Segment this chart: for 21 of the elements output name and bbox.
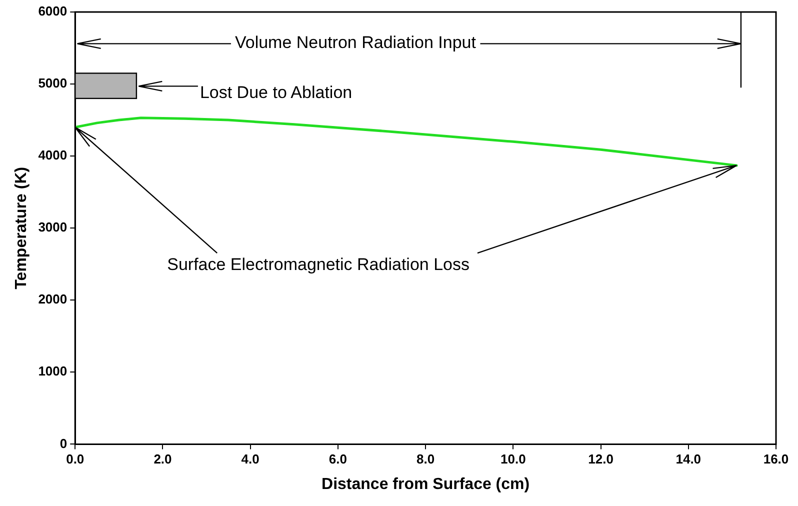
- x-axis-title: Distance from Surface (cm): [322, 476, 530, 493]
- y-tick-label: 2000: [38, 292, 68, 307]
- annotation: Volume Neutron Radiation Input: [234, 33, 476, 52]
- x-tick-label: 4.0: [241, 452, 260, 467]
- annotation: Lost Due to Ablation: [200, 82, 352, 102]
- x-tick-label: 16.0: [763, 452, 789, 467]
- x-tick-label: 10.0: [500, 452, 526, 467]
- x-tick-label: 2.0: [154, 452, 172, 467]
- y-tick-label: 5000: [38, 76, 68, 91]
- y-tick-label: 3000: [38, 220, 68, 235]
- y-tick-label: 4000: [38, 148, 68, 163]
- x-tick-label: 8.0: [416, 452, 435, 467]
- x-tick-label: 6.0: [328, 452, 347, 467]
- y-tick-label: 0: [60, 436, 68, 451]
- x-tick-label: 14.0: [676, 452, 702, 467]
- y-axis-title: Temperature (K): [13, 166, 30, 290]
- y-tick-label: 6000: [38, 4, 68, 19]
- annotation: Surface Electromagnetic Radiation Loss: [167, 255, 470, 274]
- y-tick-label: 1000: [38, 364, 68, 379]
- x-tick-label: 12.0: [588, 452, 614, 467]
- x-tick-label: 0.0: [66, 452, 84, 467]
